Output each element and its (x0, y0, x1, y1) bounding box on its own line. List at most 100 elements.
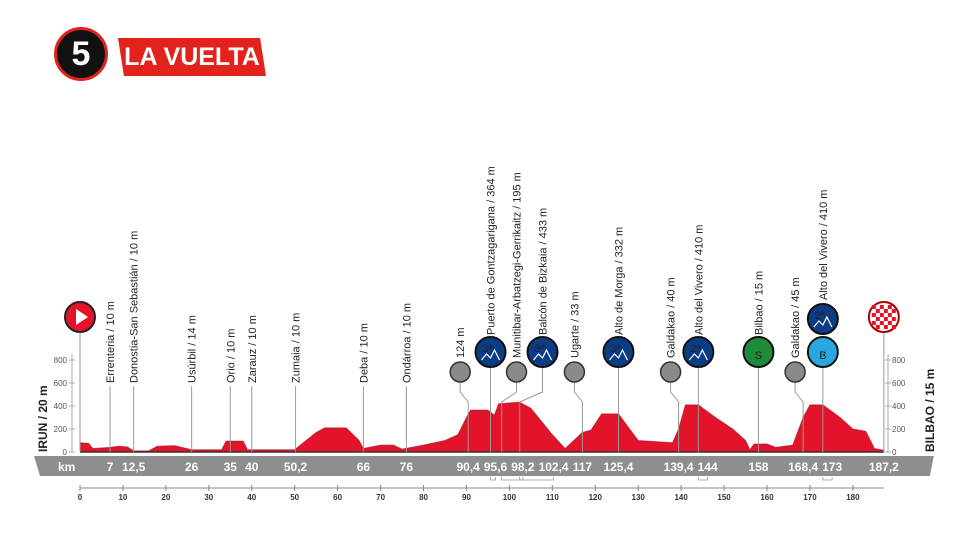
checker-square (883, 309, 888, 313)
marker-label: Donostia-San Sebastián / 10 m (129, 231, 141, 383)
x-tick-label: 20 (161, 493, 170, 502)
km-band (34, 456, 934, 476)
checker-square (875, 317, 880, 321)
category-label: 2ª (690, 343, 701, 355)
uncategorized-climb-icon (505, 361, 528, 383)
finish-flag-icon (867, 301, 900, 333)
marker-label: Errenteria / 10 m (105, 301, 117, 383)
category-label: 3ª (482, 343, 493, 355)
sprint-label: S (755, 350, 762, 362)
km-point-label: 125,4 (603, 460, 633, 474)
mountain-icon (533, 348, 553, 361)
uncategorized-climb-icon (563, 361, 586, 383)
mountain-category-icon (602, 336, 635, 368)
km-point-label: 66 (357, 460, 371, 474)
x-tick-label: 100 (503, 493, 517, 502)
marker-label: Usúrbil / 14 m (187, 315, 199, 383)
x-tick-label: 40 (247, 493, 256, 502)
marker-label: Zarauz / 10 m (247, 315, 259, 383)
category-label: 2ª (815, 310, 826, 322)
x-tick-label: 180 (846, 493, 860, 502)
km-point-label: 26 (185, 460, 199, 474)
category-label: 3ª (610, 343, 621, 355)
finish-label: BILBAO / 15 m (923, 369, 937, 452)
marker-line (519, 367, 544, 452)
km-point-label: 50,2 (284, 460, 308, 474)
km-leader-line (697, 477, 709, 481)
km-point-label: 40 (245, 460, 259, 474)
checker-square (887, 305, 892, 309)
marker-line (573, 382, 583, 452)
stage-number-badge: 5 (54, 27, 108, 81)
marker-label: Ondárroa / 10 m (401, 303, 413, 383)
marker-label: Puerto de Gontzagarigana / 364 m (486, 166, 498, 335)
checker-square (871, 321, 876, 325)
uncategorized-climb-icon (659, 361, 682, 383)
x-tick-label: 60 (333, 493, 342, 502)
x-tick-label: 170 (803, 493, 817, 502)
mountain-icon (813, 315, 833, 328)
km-leader-line (519, 477, 554, 481)
x-tick-label: 110 (546, 493, 559, 502)
km-point-label: 76 (400, 460, 414, 474)
x-tick-label: 10 (118, 493, 127, 502)
km-point-label: 144 (698, 460, 718, 474)
km-point-label: 7 (107, 460, 114, 474)
marker-label: Munitibar-Arbatzegi-Gerrikaitz / 195 m (512, 172, 524, 358)
x-tick-label: 150 (717, 493, 731, 502)
marker-line (501, 382, 518, 452)
mountain-category-icon (806, 303, 839, 335)
profile-outline (79, 401, 884, 452)
marker-label: Alto del Vivero / 410 m (818, 190, 830, 300)
y-tick-label: 0 (63, 448, 68, 457)
x-tick-label: 50 (290, 493, 299, 502)
marker-line (459, 382, 469, 452)
checker-square (883, 317, 888, 321)
y-tick-label: 0 (892, 448, 897, 457)
checker-square (879, 305, 884, 309)
y-tick-label: 800 (892, 356, 906, 365)
x-tick-label: 70 (376, 493, 385, 502)
uncategorized-climb-icon (449, 361, 471, 383)
km-point-label: 139,4 (664, 460, 694, 474)
km-point-label: 35 (224, 460, 238, 474)
checker-square (891, 309, 896, 313)
marker-label: Bilbao / 15 m (753, 271, 765, 335)
x-tick-label: 30 (204, 493, 213, 502)
x-tick-label: 160 (760, 493, 774, 502)
y-tick-label: 200 (54, 425, 68, 434)
marker-label: Orio / 10 m (225, 329, 237, 383)
y-tick-label: 200 (892, 425, 906, 434)
y-tick-label: 600 (892, 379, 906, 388)
la-vuelta-logo: LA VUELTA (118, 38, 266, 76)
km-point-label: 117 (573, 460, 593, 474)
checker-square (883, 325, 888, 329)
x-tick-label: 90 (462, 493, 471, 502)
play-icon (76, 309, 88, 325)
checker-square (875, 325, 880, 329)
km-point-label: 187,2 (869, 460, 899, 474)
y-tick-label: 800 (54, 356, 68, 365)
start-label: IRUN / 20 m (36, 385, 50, 452)
category-label: 3ª (534, 343, 545, 355)
marker-label: Galdakao / 45 m (790, 277, 802, 358)
bonus-label: B (819, 350, 826, 362)
y-tick-label: 400 (892, 402, 906, 411)
checker-square (871, 313, 876, 317)
mountain-category-icon (526, 336, 559, 368)
mountain-icon (688, 348, 708, 361)
marker-label: 124 m (455, 327, 467, 358)
uncategorized-climb-icon (784, 361, 806, 383)
checker-square (879, 313, 884, 317)
mountain-category-icon (682, 336, 715, 368)
checker-square (871, 305, 876, 309)
marker-label: Galdakao / 40 m (666, 277, 678, 358)
x-tick-label: 140 (674, 493, 688, 502)
marker-line (794, 382, 804, 452)
x-tick-label: 130 (632, 493, 646, 502)
km-point-label: 95,6 (484, 460, 508, 474)
km-point-label: 173 (822, 460, 842, 474)
checker-square (879, 321, 884, 325)
checker-square (887, 321, 892, 325)
